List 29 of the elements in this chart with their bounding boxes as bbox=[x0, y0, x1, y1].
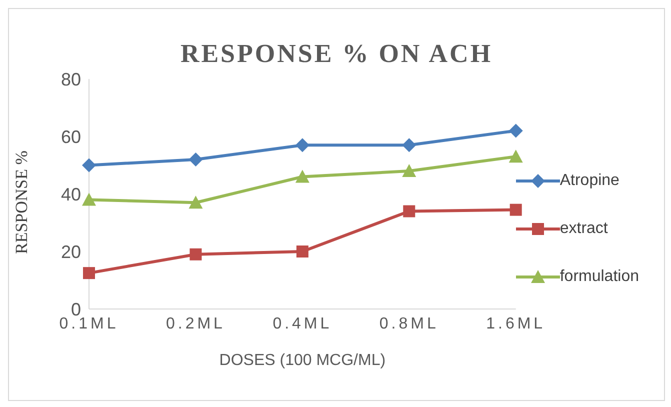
y-tick-label: 80 bbox=[60, 69, 81, 90]
point bbox=[188, 196, 203, 209]
chart-title: RESPONSE % ON ACH bbox=[179, 39, 494, 69]
point bbox=[82, 192, 96, 206]
x-tick-label: 0.8ML bbox=[379, 315, 439, 332]
point bbox=[508, 150, 523, 163]
y-tick-label: 60 bbox=[60, 126, 81, 147]
legend-label: extract bbox=[560, 219, 608, 239]
point bbox=[403, 205, 416, 218]
point bbox=[295, 138, 310, 152]
x-tick-label: 0.4ML bbox=[272, 315, 332, 332]
point bbox=[402, 138, 416, 152]
point bbox=[508, 124, 523, 138]
legend-label: formulation bbox=[560, 267, 639, 287]
y-tick-label: 20 bbox=[60, 242, 81, 262]
y-axis-title: RESPONSE % bbox=[12, 150, 32, 254]
point bbox=[190, 248, 202, 260]
legend-label: Atropine bbox=[560, 171, 620, 191]
point bbox=[295, 170, 310, 183]
x-tick-label: 0.2ML bbox=[166, 315, 226, 332]
point bbox=[83, 267, 95, 280]
point bbox=[510, 204, 522, 216]
point bbox=[402, 164, 416, 177]
y-tick-label: 40 bbox=[60, 184, 81, 204]
x-tick-label: 1.6ML bbox=[486, 315, 546, 332]
x-axis-title: DOSES (100 MCG/ML) bbox=[219, 352, 386, 369]
point bbox=[188, 152, 203, 166]
point bbox=[296, 246, 308, 258]
point bbox=[82, 158, 96, 172]
